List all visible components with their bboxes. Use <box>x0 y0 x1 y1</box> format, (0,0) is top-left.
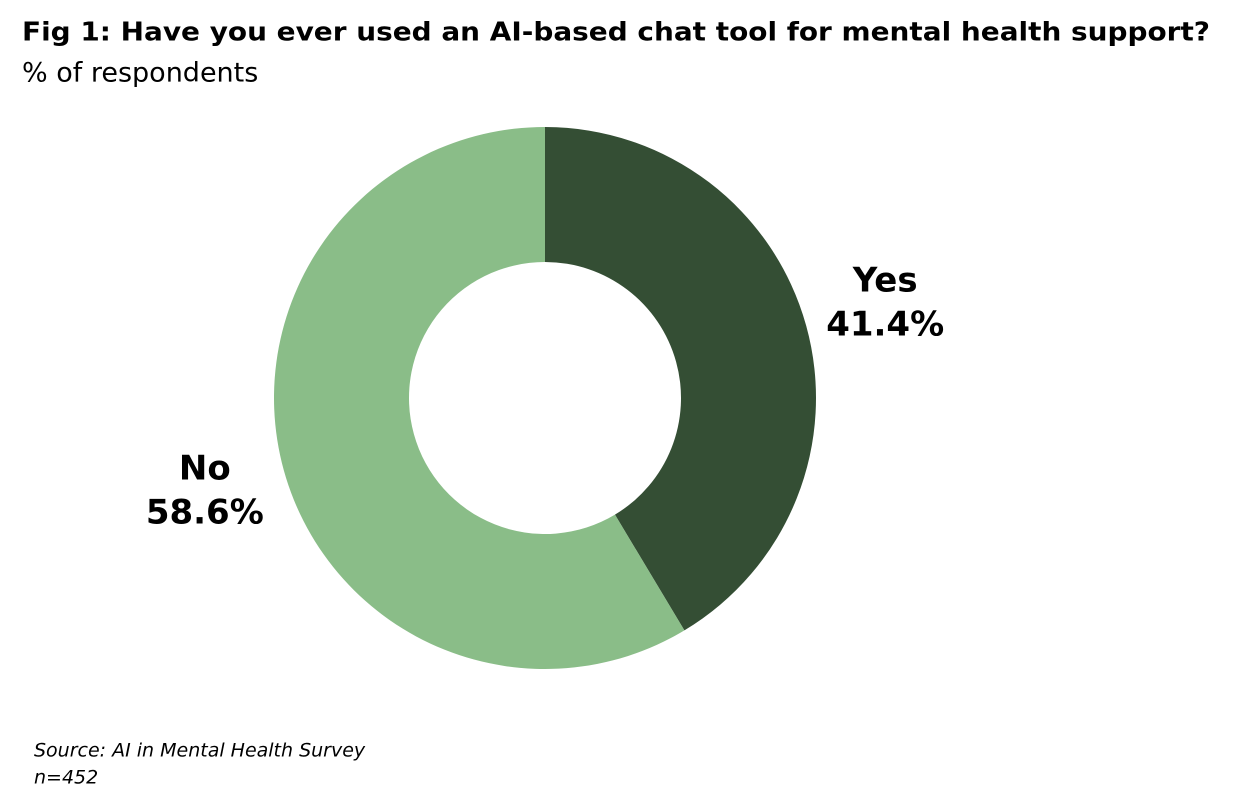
donut-segment <box>274 127 685 669</box>
category-label: Yes <box>852 260 918 300</box>
value-label: 58.6% <box>146 493 264 533</box>
sample-note: n=452 <box>34 767 98 789</box>
chart-subtitle: % of respondents <box>22 58 258 89</box>
donut-segment <box>545 127 816 631</box>
value-label: 41.4% <box>826 304 944 344</box>
source: Source: AI in Mental Health Survey <box>34 740 366 762</box>
chart-title: Fig 1: Have you ever used an AI-based ch… <box>22 18 1210 48</box>
category-label: No <box>179 449 231 489</box>
